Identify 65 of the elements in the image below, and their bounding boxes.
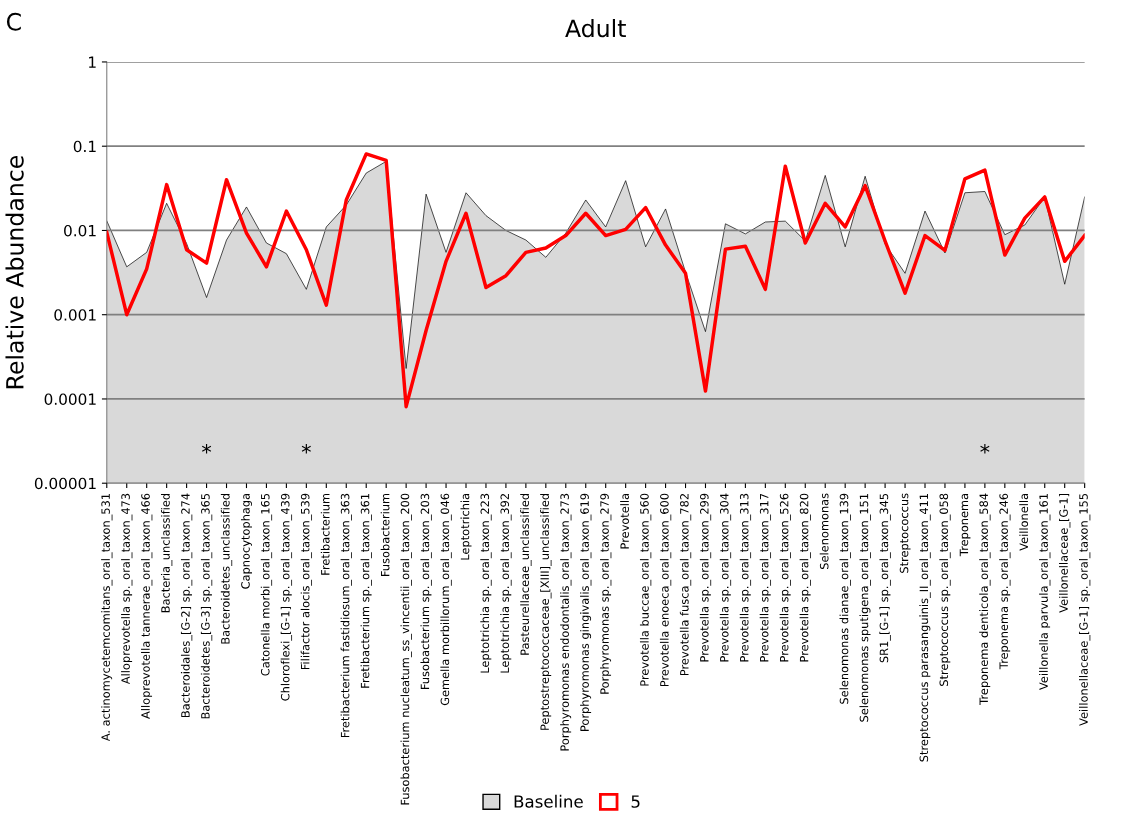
x-tick-label: Veillonella parvula_oral_taxon_161 (1039, 493, 1051, 690)
x-tick-label: Fretibacterium (320, 493, 330, 575)
x-tick-label: Prevotella sp._oral_taxon_304 (719, 493, 732, 662)
x-tick-label: Prevotella sp._oral_taxon_313 (739, 493, 752, 662)
y-tick-label: 1 (89, 56, 96, 68)
x-tick-label: Filifactor alocis_oral_taxon_539 (300, 493, 313, 670)
text: C (6, 12, 21, 31)
x-tick-label: Selenomonas sputigena_oral_taxon_151 (859, 493, 871, 722)
x-tick-label: Prevotella enoeca_oral_taxon_600 (659, 493, 672, 687)
x-tick-label: Porphyromonas endodontalis_oral_taxon_273 (560, 493, 572, 751)
x-tick-label: Prevotella buccae_oral_taxon_560 (639, 493, 652, 686)
x-tick-label: Capnocytophaga (240, 493, 252, 589)
annotation: * (301, 444, 311, 454)
x-tick-label: SR1_[G-1] sp._oral_taxon_345 (879, 493, 891, 663)
x-tick-label: Fretibacterium sp._oral_taxon_361 (360, 493, 372, 688)
x-tick-label: Porphyromonas gingivalis_oral_taxon_619 (580, 493, 592, 731)
x-tick-label: Fusobacterium sp._oral_taxon_203 (420, 493, 432, 689)
x-tick-label: Prevotella sp._oral_taxon_526 (779, 493, 791, 662)
x-tick-label: Leptotrichia sp._oral_taxon_392 (500, 494, 512, 673)
x-tick-label: Bacteroidetes_[G-3] sp._oral_taxon_365 (200, 493, 213, 719)
y-tick-label: 0.00001 (34, 477, 96, 490)
x-tick-label: Leptotrichia (460, 493, 472, 560)
x-tick-label: A. actinomycetemcomitans_oral_taxon_531 (101, 493, 113, 742)
x-tick-label: Treponema sp._oral_taxon_246 (999, 493, 1011, 670)
legend-label: 5 (631, 795, 640, 808)
x-tick-label: Fretibacterium fastidiosum_oral_taxon_363 (340, 493, 352, 738)
x-tick-label: Bacteroidetes_unclassified (220, 493, 233, 644)
y-tick-label: 0.1 (73, 140, 96, 153)
y-tick-label: 0.001 (54, 309, 96, 321)
x-tick-label: Treponema (959, 493, 971, 557)
x-tick-label: Gemella morbillorum_oral_taxon_046 (440, 493, 452, 706)
x-tick-label: Bacteroidales_[G-2] sp._oral_taxon_274 (180, 493, 193, 718)
x-tick-label: Veillonellaceae_[G-1] sp._oral_taxon_155 (1078, 493, 1091, 726)
legend-label: Baseline (514, 794, 583, 808)
x-tick-label: Selenomonas dianae_oral_taxon_139 (839, 493, 851, 704)
x-tick-label: Chloroflexi_[G-1] sp._oral_taxon_439 (280, 493, 293, 701)
x-tick-label: Selenomonas (819, 493, 829, 569)
x-tick-label: Peptostreptococcaceae_[XIII]_unclassified (540, 493, 552, 730)
x-tick-label: Leptotrichia sp._oral_taxon_223 (480, 493, 492, 673)
x-tick-label: Streptococcus sp._oral_taxon_058 (939, 493, 951, 686)
x-tick-label: Streptococcus parasanguinis_II_oral_taxon_411 (919, 493, 931, 762)
x-tick-label: Veillonellaceae_[G-1] (1059, 493, 1071, 613)
x-tick-label: Treponema denticola_oral_taxon_584 (979, 493, 991, 705)
x-tick-label: Catonella morbi_oral_taxon_165 (260, 493, 273, 676)
x-tick-label: Fusobacterium nucleatum_ss_vincentii_oral_taxon_200 (400, 493, 412, 805)
x-tick-label: Fusobacterium (380, 493, 390, 576)
x-tick-label: Veillonella (1019, 493, 1029, 551)
annotation: * (201, 444, 212, 454)
x-tick-label: Streptococcus (899, 493, 911, 573)
line-series (106, 152, 1085, 409)
annotation: * (980, 444, 990, 454)
x-tick-label: Prevotella sp._oral_taxon_820 (799, 493, 811, 662)
x-tick-label: Prevotella (620, 493, 629, 549)
x-tick-label: Bacteria_unclassified (160, 493, 173, 613)
y-axis-title: Relative Abundance (5, 155, 24, 389)
x-tick-label: Prevotella fusca_oral_taxon_782 (679, 494, 692, 676)
x-tick-label: Prevotella sp._oral_taxon_317 (759, 493, 772, 662)
y-tick-label: 0.01 (64, 224, 96, 237)
y-tick-label: 0.0001 (44, 393, 96, 405)
chart-title: Adult (565, 19, 626, 38)
x-tick-label: Porphyromonas sp._oral_taxon_279 (600, 493, 612, 694)
x-tick-label: Alloprevotella sp._oral_taxon_473 (121, 493, 133, 685)
x-tick-label: Prevotella sp._oral_taxon_299 (699, 493, 712, 662)
x-tick-label: Alloprevotella tannerae_oral_taxon_466 (141, 493, 153, 719)
x-tick-label: Pasteurellaceae_unclassified (520, 493, 532, 655)
